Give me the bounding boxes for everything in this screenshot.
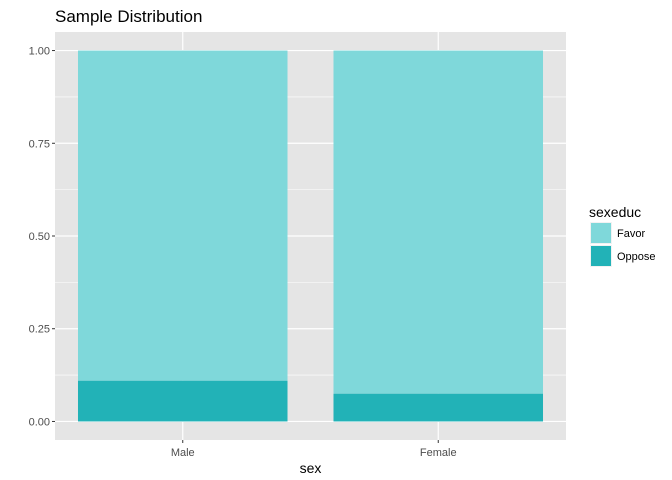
bar-oppose-male [77,380,288,422]
legend-label-oppose: Oppose [617,251,656,263]
legend-title: sexeduc [589,204,641,220]
chart-title: Sample Distribution [55,7,202,26]
y-tick-label: 1.00 [29,46,50,58]
x-tick-label: Female [420,447,457,459]
y-tick-label: 0.50 [29,231,50,243]
legend-label-favor: Favor [617,228,645,240]
x-axis: Male Female [171,440,457,459]
bars [77,50,544,422]
legend-swatch-oppose [591,246,611,266]
legend-swatch-favor [591,223,611,243]
y-tick-label: 0.75 [29,138,50,150]
y-tick-label: 0.25 [29,324,50,336]
bar-oppose-female [333,393,544,422]
bar-favor-male [77,50,288,381]
x-axis-title: sex [300,460,322,476]
y-tick-label: 0.00 [29,416,50,428]
y-axis: 0.00 0.25 0.50 0.75 1.00 [29,46,55,428]
x-tick-label: Male [171,447,195,459]
bar-favor-female [333,50,544,394]
legend: sexeduc Favor Oppose [589,204,656,267]
